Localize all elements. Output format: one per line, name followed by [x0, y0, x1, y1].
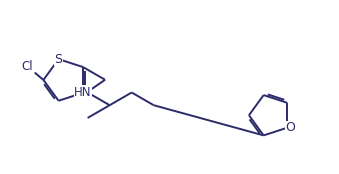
Text: O: O — [285, 121, 295, 134]
Text: Cl: Cl — [22, 60, 33, 73]
Text: S: S — [55, 53, 63, 66]
Text: HN: HN — [74, 86, 92, 99]
